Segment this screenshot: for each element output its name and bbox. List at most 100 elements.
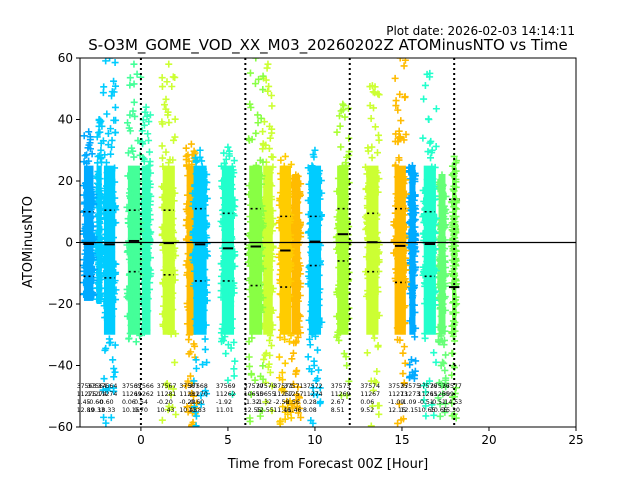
data-point xyxy=(145,118,153,126)
cluster-37572-8 xyxy=(304,146,326,427)
stats-line: -0.60 xyxy=(188,399,204,406)
data-point xyxy=(432,287,440,295)
data-point xyxy=(165,177,173,185)
data-point xyxy=(80,290,88,298)
data-point xyxy=(202,185,210,193)
data-point xyxy=(201,345,209,353)
data-point xyxy=(245,362,253,370)
data-point xyxy=(260,118,268,126)
data-point xyxy=(374,149,381,157)
data-point xyxy=(106,174,114,182)
data-point xyxy=(335,221,343,229)
data-point xyxy=(275,250,283,258)
data-point xyxy=(419,134,427,142)
data-point xyxy=(204,252,212,260)
stats-line: 11269 xyxy=(122,391,142,398)
data-point xyxy=(245,191,253,199)
data-point xyxy=(136,316,144,324)
stats-line: 8.51 xyxy=(331,407,345,414)
data-point xyxy=(165,210,173,218)
data-point xyxy=(421,219,429,227)
data-point-max xyxy=(224,143,232,151)
data-point xyxy=(400,343,408,351)
data-point xyxy=(280,162,288,170)
data-point xyxy=(144,130,152,138)
data-point xyxy=(315,289,323,297)
data-point xyxy=(364,144,372,152)
data-point xyxy=(192,170,200,178)
data-point xyxy=(247,104,255,112)
stats-line: -1.09 xyxy=(400,399,416,406)
data-point xyxy=(192,412,200,420)
data-point xyxy=(448,371,456,379)
data-point xyxy=(251,259,259,267)
data-point xyxy=(158,118,166,126)
cluster-extra-37575-5 xyxy=(405,162,420,383)
data-point xyxy=(171,115,179,123)
stats-line: 0.54 xyxy=(134,399,148,406)
data-point xyxy=(431,301,439,309)
data-point xyxy=(264,193,272,201)
data-point xyxy=(219,218,227,226)
data-point xyxy=(100,413,108,421)
data-point xyxy=(371,182,379,190)
data-point xyxy=(333,128,341,136)
data-point xyxy=(374,343,382,351)
data-point xyxy=(131,199,139,207)
data-point xyxy=(399,370,407,378)
data-point-max xyxy=(368,82,376,90)
data-point xyxy=(309,384,317,392)
data-point xyxy=(294,224,302,232)
data-point xyxy=(442,215,450,223)
data-point xyxy=(105,225,113,233)
stats-line: 37575 xyxy=(400,383,420,390)
cluster-core xyxy=(394,165,406,335)
data-point xyxy=(281,208,289,216)
x-tick-label: 25 xyxy=(568,433,583,447)
data-point xyxy=(168,256,176,264)
data-point xyxy=(276,333,284,341)
data-point xyxy=(336,277,344,285)
data-point xyxy=(158,223,166,231)
data-point xyxy=(309,163,317,171)
data-point xyxy=(268,407,276,415)
stats-line: 37571 xyxy=(284,383,304,390)
data-point xyxy=(168,83,176,91)
data-point xyxy=(245,353,253,361)
data-point xyxy=(203,170,211,178)
data-point xyxy=(312,201,320,209)
data-point xyxy=(369,206,377,214)
data-point xyxy=(449,308,457,316)
data-point xyxy=(131,112,139,120)
data-point xyxy=(141,277,149,285)
data-point xyxy=(266,179,274,187)
data-point xyxy=(310,362,318,370)
data-point xyxy=(105,210,113,218)
data-point xyxy=(185,331,193,339)
y-tick-label: 60 xyxy=(58,51,73,65)
data-point-max xyxy=(252,58,260,62)
data-point xyxy=(202,212,210,220)
cluster-extra-37576-6 xyxy=(434,171,450,420)
data-point xyxy=(102,313,110,321)
stats-line: 10655 xyxy=(256,391,276,398)
data-point xyxy=(124,149,132,157)
data-point xyxy=(269,284,277,292)
data-point xyxy=(313,391,321,399)
data-point xyxy=(184,172,192,180)
data-point xyxy=(448,412,456,420)
data-point xyxy=(93,133,101,141)
stats-line: 11281 xyxy=(157,391,177,398)
y-tick-label: 20 xyxy=(58,174,73,188)
data-point xyxy=(259,72,267,80)
data-point xyxy=(203,358,211,366)
data-point xyxy=(186,211,194,219)
data-point xyxy=(296,220,304,228)
data-point xyxy=(400,254,408,262)
data-point xyxy=(337,270,345,278)
stats-line: 11257 xyxy=(273,391,293,398)
data-point xyxy=(398,196,406,204)
data-point xyxy=(318,189,326,197)
